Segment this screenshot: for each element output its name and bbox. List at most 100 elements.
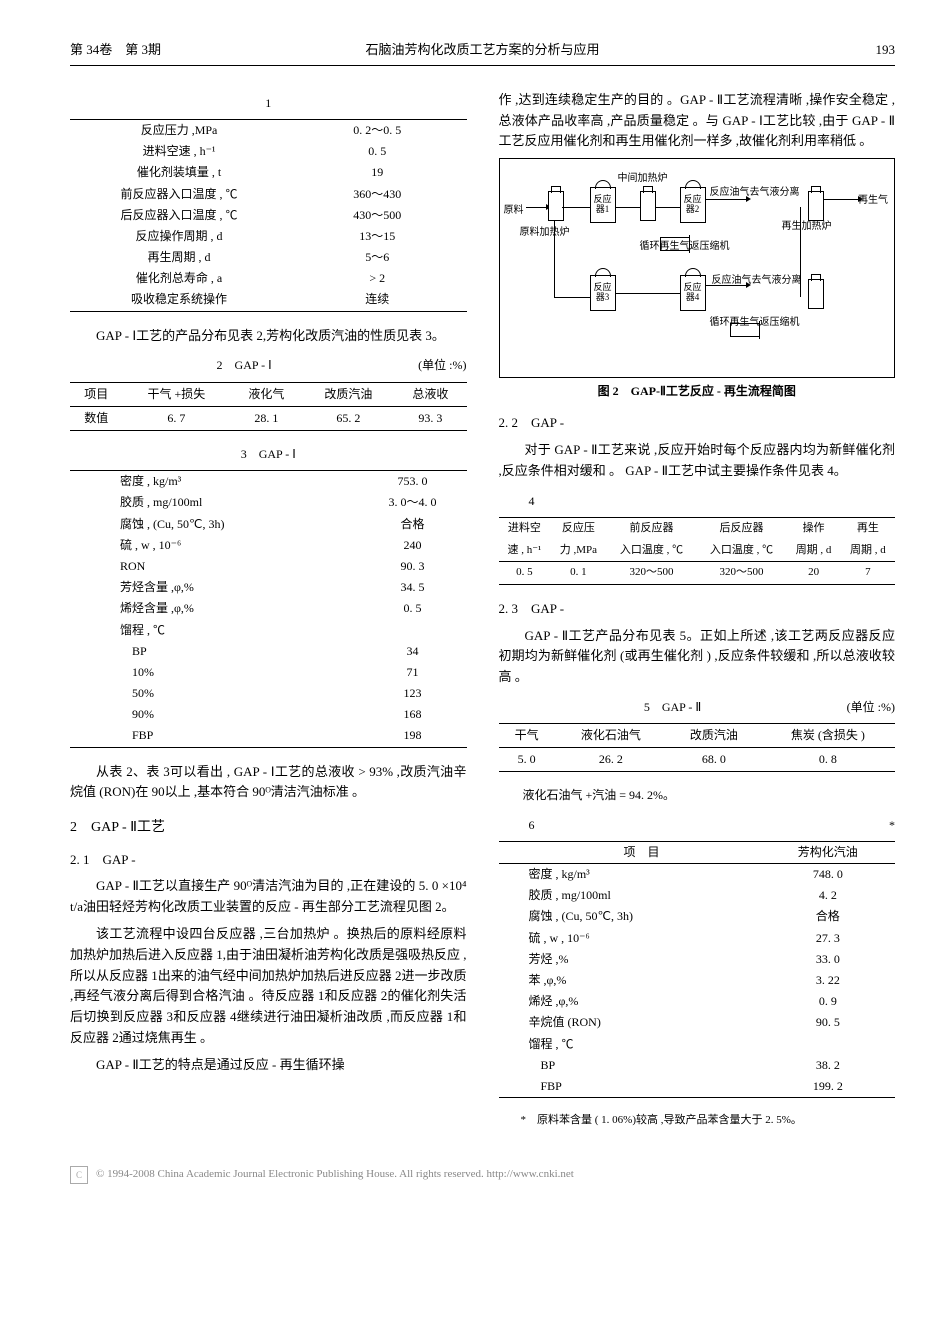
t1-r0-r: 0. 2～0. 5 — [288, 119, 466, 141]
para-gap2-prod: GAP - Ⅱ工艺产品分布见表 5。正如上所述 ,该工艺两反应器反应初期均为新鲜… — [499, 626, 896, 688]
t3-0l: 密度 , kg/m³ — [70, 471, 359, 493]
table2-caption: 2 GAP - Ⅰ (单位 :%) — [70, 356, 467, 375]
para-gap2-cond: 对于 GAP - Ⅱ工艺来说 ,反应开始时每个反应器内均为新鲜催化剂 ,反应条件… — [499, 440, 896, 482]
left-column: 1 反应压力 ,MPa0. 2～0. 5 进料空速 , h⁻¹0. 5 催化剂装… — [70, 84, 467, 1136]
t6-3r: 27. 3 — [761, 928, 895, 949]
para-gap2-feature-start: GAP - Ⅱ工艺的特点是通过反应 - 再生循环操 — [70, 1055, 467, 1076]
para-gap2-intro: GAP - Ⅱ工艺以直接生产 90ᴼ清洁汽油为目的 ,正在建设的 5. 0 ×1… — [70, 876, 467, 918]
t2-rl: 数值 — [70, 406, 122, 430]
t1-r0-l: 反应压力 ,MPa — [70, 119, 288, 141]
t4-h15: 再生 — [841, 517, 895, 539]
t6-1r: 4. 2 — [761, 885, 895, 906]
t4-h13: 后反应器 — [696, 517, 786, 539]
t1-r8-l: 吸收稳定系统操作 — [70, 289, 288, 311]
cnki-logo-icon: C — [70, 1166, 88, 1184]
t3-1l: 胶质 , mg/100ml — [70, 492, 359, 513]
t4-v3: 320～500 — [696, 562, 786, 585]
volume-issue: 第 34卷 第 3期 — [70, 40, 276, 61]
table2: 项目 干气 +损失 液化气 改质汽油 总液收 数值 6. 7 28. 1 65.… — [70, 382, 467, 431]
fig-reactor-1-icon: 反应器1 — [590, 187, 616, 223]
t4-h23: 入口温度 , ℃ — [696, 540, 786, 562]
t6-7l: 辛烷值 (RON) — [499, 1012, 761, 1033]
t3-2r: 合格 — [359, 514, 467, 535]
t1-r3-l: 前反应器入口温度 , ℃ — [70, 184, 288, 205]
fig-r1-label: 反应器1 — [591, 195, 615, 215]
copyright-text: © 1994-2008 China Academic Journal Elect… — [96, 1166, 574, 1184]
t6-5r: 3. 22 — [761, 970, 895, 991]
fig-reactor-4-icon: 反应器4 — [680, 275, 706, 311]
t2-h0: 项目 — [70, 382, 122, 406]
t1-r4-r: 430～500 — [288, 205, 466, 226]
page-number: 193 — [689, 40, 895, 61]
table6-caption: 6 * — [499, 816, 896, 835]
t2-h4: 总液收 — [394, 382, 466, 406]
t3-6l: 烯烃含量 ,φ,% — [70, 598, 359, 619]
t2-v1: 28. 1 — [230, 406, 302, 430]
t6-5l: 苯 ,φ,% — [499, 970, 761, 991]
t1-r5-r: 13～15 — [288, 226, 466, 247]
t1-r1-l: 进料空速 , h⁻¹ — [70, 141, 288, 162]
t3-10r: 123 — [359, 683, 467, 704]
t1-r6-l: 再生周期 , d — [70, 247, 288, 268]
fig-r2-label: 反应器2 — [681, 195, 705, 215]
t1-r6-r: 5～6 — [288, 247, 466, 268]
fig-regen-furn-label: 再生加热炉 — [782, 219, 832, 235]
table6-footnote: * 原料苯含量 ( 1. 06%)较高 ,导致产品苯含量大于 2. 5%。 — [499, 1112, 896, 1130]
t6-1l: 胶质 , mg/100ml — [499, 885, 761, 906]
t4-h12: 前反应器 — [607, 517, 697, 539]
t4-v5: 7 — [841, 562, 895, 585]
fig-reactor-2-icon: 反应器2 — [680, 187, 706, 223]
fig-line — [554, 297, 590, 298]
figure-2-caption: 图 2 GAP-Ⅱ工艺反应 - 再生流程简图 — [499, 382, 896, 401]
fig-line — [656, 207, 680, 208]
t5-h0: 干气 — [499, 724, 555, 748]
t5-v1: 26. 2 — [555, 748, 667, 772]
t4-h10: 进料空 — [499, 517, 551, 539]
t6-3l: 硫 , w , 10⁻⁶ — [499, 928, 761, 949]
t4-h25: 周期 , d — [841, 540, 895, 562]
fig-regen-gas-label: 再生气 — [858, 193, 888, 209]
t3-9r: 71 — [359, 662, 467, 683]
t6-10l: FBP — [499, 1076, 761, 1098]
t3-11r: 168 — [359, 704, 467, 725]
t4-h24: 周期 , d — [786, 540, 840, 562]
section-2-3-heading: 2. 3 GAP - — [499, 599, 896, 620]
t4-h21: 力 ,MPa — [550, 540, 606, 562]
table5-unit: (单位 :%) — [847, 698, 895, 717]
t6-8r — [761, 1034, 895, 1055]
t2-h2: 液化气 — [230, 382, 302, 406]
page-footer: C © 1994-2008 China Academic Journal Ele… — [70, 1166, 895, 1184]
t1-r3-r: 360～430 — [288, 184, 466, 205]
t1-r2-r: 19 — [288, 162, 466, 183]
t5-h3: 焦炭 (含损失 ) — [761, 724, 895, 748]
t4-v2: 320～500 — [607, 562, 697, 585]
t4-h22: 入口温度 , ℃ — [607, 540, 697, 562]
t2-v2: 65. 2 — [302, 406, 394, 430]
t3-5l: 芳烃含量 ,φ,% — [70, 577, 359, 598]
header-rule — [70, 65, 895, 66]
t6-2l: 腐蚀 , (Cu, 50℃, 3h) — [499, 906, 761, 927]
t4-h14: 操作 — [786, 517, 840, 539]
t2-h3: 改质汽油 — [302, 382, 394, 406]
t1-r5-l: 反应操作周期 , d — [70, 226, 288, 247]
fig-line — [706, 199, 746, 200]
fig-line — [526, 207, 546, 208]
table2-unit: (单位 :%) — [418, 356, 466, 375]
t6-0l: 密度 , kg/m³ — [499, 864, 761, 886]
t6-0r: 748. 0 — [761, 864, 895, 886]
t4-v4: 20 — [786, 562, 840, 585]
section-2-2-heading: 2. 2 GAP - — [499, 413, 896, 434]
t2-h1: 干气 +损失 — [122, 382, 230, 406]
t5-v0: 5. 0 — [499, 748, 555, 772]
t1-r7-r: > 2 — [288, 268, 466, 289]
table5-cap-text: 5 GAP - Ⅱ — [644, 700, 701, 714]
table1-caption: 1 — [70, 94, 467, 113]
t3-12r: 198 — [359, 725, 467, 747]
t3-6r: 0. 5 — [359, 598, 467, 619]
t1-r4-l: 后反应器入口温度 , ℃ — [70, 205, 288, 226]
t3-12l: FBP — [70, 725, 359, 747]
running-title: 石脑油芳构化改质工艺方案的分析与应用 — [276, 40, 689, 61]
section-2-heading: 2 GAP - Ⅱ工艺 — [70, 817, 467, 839]
para-gap2-feature-cont: 作 ,达到连续稳定生产的目的 。GAP - Ⅱ工艺流程清晰 ,操作安全稳定 ,总… — [499, 90, 896, 152]
t4-v0: 0. 5 — [499, 562, 551, 585]
